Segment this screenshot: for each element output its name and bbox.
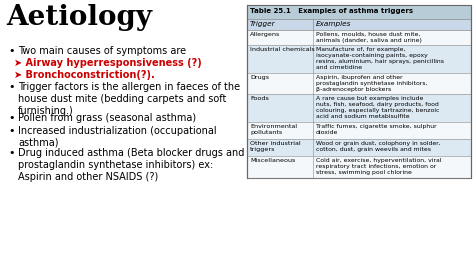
Text: Industrial chemicals: Industrial chemicals	[250, 47, 315, 52]
Text: Drugs: Drugs	[250, 75, 269, 80]
Text: Miscellaneous: Miscellaneous	[250, 158, 295, 163]
Text: Other industrial
triggers: Other industrial triggers	[250, 141, 301, 152]
Text: Pollens, moulds, house dust mite,
animals (dander, saliva and urine): Pollens, moulds, house dust mite, animal…	[316, 32, 422, 43]
Text: Wood or grain dust, colophony in solder,
cotton, dust, grain weevils and mites: Wood or grain dust, colophony in solder,…	[316, 141, 441, 152]
Bar	[247, 122, 471, 139]
Text: •: •	[8, 46, 15, 56]
Text: Drug induced asthma (Beta blocker drugs and
prostaglandin synthetase inhibitors): Drug induced asthma (Beta blocker drugs …	[18, 148, 245, 181]
Bar	[247, 73, 471, 94]
Text: Manufacture of, for example,
isocyanate-containing paints, epoxy
resins, alumini: Manufacture of, for example, isocyanate-…	[316, 47, 444, 70]
Bar	[247, 139, 471, 156]
Text: Aetiology: Aetiology	[6, 4, 152, 31]
Text: •: •	[8, 126, 15, 135]
Text: •: •	[8, 113, 15, 123]
Bar	[247, 156, 471, 178]
Bar	[247, 5, 471, 178]
Bar	[247, 5, 471, 19]
Text: •: •	[8, 148, 15, 157]
Text: Aspirin, ibuprofen and other
prostaglandin synthetase inhibitors,
β-adrenoceptor: Aspirin, ibuprofen and other prostagland…	[316, 75, 428, 92]
Text: Cold air, exercise, hyperventilation, viral
respiratory tract infections, emotio: Cold air, exercise, hyperventilation, vi…	[316, 158, 441, 175]
Text: ➤ Bronchoconstriction(?).: ➤ Bronchoconstriction(?).	[14, 70, 155, 80]
Text: Pollen from grass (seasonal asthma): Pollen from grass (seasonal asthma)	[18, 113, 196, 123]
Bar	[247, 19, 471, 30]
Text: Examples: Examples	[316, 21, 351, 27]
Bar	[247, 30, 471, 45]
Text: A rare cause but examples include
nuts, fish, seafood, dairy products, food
colo: A rare cause but examples include nuts, …	[316, 96, 439, 119]
Text: Trigger factors is the allergen in faeces of the
house dust mite (bedding carpet: Trigger factors is the allergen in faece…	[18, 81, 240, 115]
Text: ➤ Airway hyperresponsiveness (?): ➤ Airway hyperresponsiveness (?)	[14, 59, 202, 69]
Text: Allergens: Allergens	[250, 32, 281, 37]
Text: Environmental
pollutants: Environmental pollutants	[250, 124, 297, 135]
Text: Increased industrialization (occupational
asthma): Increased industrialization (occupationa…	[18, 126, 217, 148]
Text: Traffic fumes, cigarette smoke, sulphur
dioxide: Traffic fumes, cigarette smoke, sulphur …	[316, 124, 437, 135]
Bar	[247, 45, 471, 73]
Text: Table 25.1   Examples of asthma triggers: Table 25.1 Examples of asthma triggers	[250, 7, 413, 14]
Text: Two main causes of symptoms are: Two main causes of symptoms are	[18, 46, 186, 56]
Text: Trigger: Trigger	[250, 21, 275, 27]
Bar	[247, 94, 471, 122]
Text: •: •	[8, 81, 15, 92]
Text: Foods: Foods	[250, 96, 269, 101]
